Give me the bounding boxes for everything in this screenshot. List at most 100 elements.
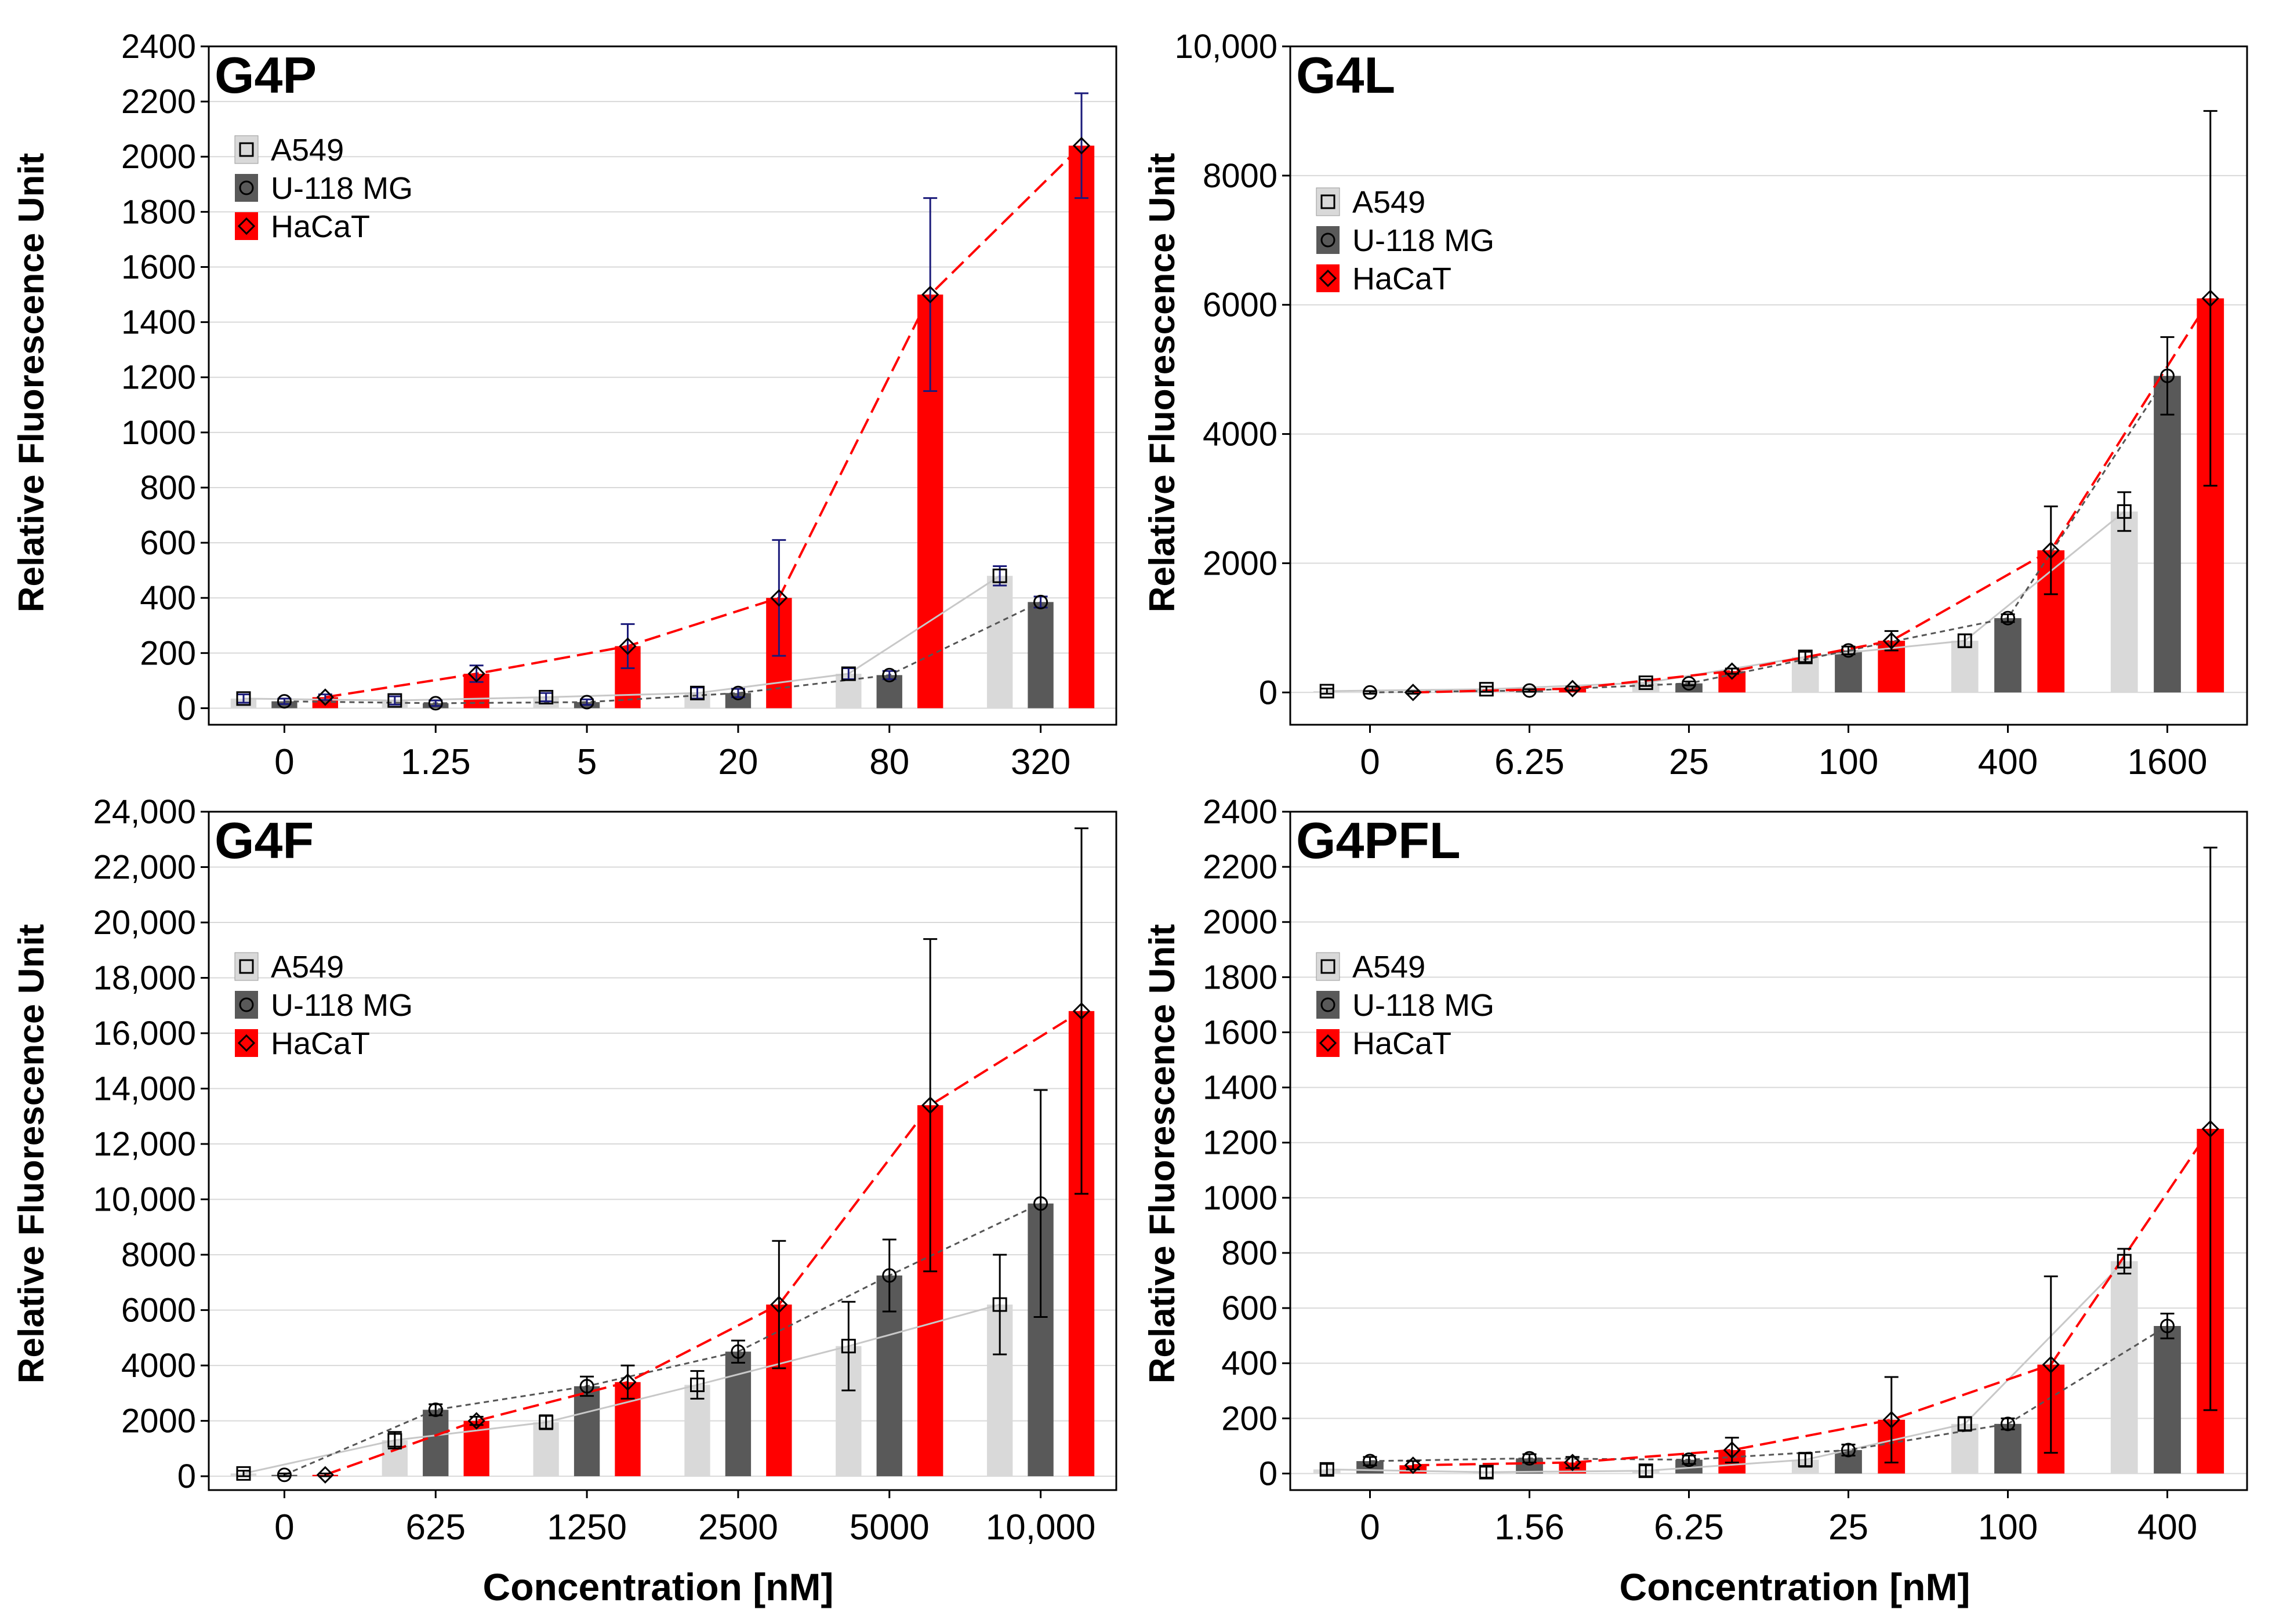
y-tick-label: 8000 (121, 1236, 196, 1274)
y-tick-label: 6000 (121, 1292, 196, 1329)
data-point-marker (2117, 1254, 2132, 1269)
y-tick-label: 8000 (1203, 157, 1277, 195)
bar-u-118-mg (1028, 602, 1054, 709)
data-point-marker (1319, 684, 1334, 699)
legend-label: A549 (1352, 185, 1425, 220)
y-tick-label: 2400 (1203, 793, 1277, 831)
series-line-u-118-mg (1370, 1325, 2168, 1462)
data-point-marker (1841, 1443, 1856, 1458)
data-point-marker (1882, 632, 1900, 650)
data-point-marker (2201, 1120, 2219, 1138)
y-tick-label: 2400 (121, 28, 196, 66)
data-point-marker (539, 689, 554, 704)
data-point-marker (2117, 504, 2132, 519)
y-tick-label: 1400 (1203, 1069, 1277, 1107)
y-tick-label: 1600 (121, 248, 196, 286)
data-point-marker (2042, 542, 2060, 560)
bar-u-118-mg (2154, 1326, 2181, 1474)
bar-a549 (2110, 511, 2138, 693)
data-point-marker (1033, 1196, 1048, 1211)
data-point-marker (387, 693, 402, 708)
data-point-marker (1682, 1452, 1696, 1467)
bar-u-118-mg (725, 1351, 752, 1477)
data-point-marker (992, 1297, 1007, 1312)
data-point-marker (579, 1379, 594, 1394)
x-tick-label: 6.25 (1494, 742, 1565, 782)
plot-frame (208, 811, 1117, 1491)
data-point-marker (236, 691, 251, 706)
legend-marker (1319, 1034, 1337, 1052)
data-point-marker (316, 1466, 334, 1484)
legend-marker (237, 1034, 256, 1052)
x-tick-label: 25 (1669, 742, 1709, 782)
y-tick-label: 18,000 (93, 960, 196, 997)
y-tick-label: 2200 (121, 83, 196, 121)
data-point-marker (619, 637, 637, 655)
bar-u-118-mg (1994, 618, 2021, 693)
bar-a549 (533, 1422, 559, 1477)
chart-title: G4F (215, 812, 314, 869)
data-point-marker (2042, 1356, 2060, 1374)
data-point-marker (882, 1268, 897, 1283)
data-point-marker (2001, 611, 2015, 626)
y-tick-label: 1200 (121, 359, 196, 397)
data-point-marker (619, 1373, 637, 1391)
x-tick-label: 320 (1011, 742, 1070, 782)
x-tick-label: 6.25 (1654, 1507, 1724, 1547)
data-point-marker (1319, 1462, 1334, 1477)
y-axis-label: Relative Fluorescence Unit (12, 153, 52, 613)
plot-frame (208, 45, 1117, 726)
y-tick-label: 1400 (121, 304, 196, 341)
data-point-marker (1798, 1452, 1813, 1467)
data-point-marker (1638, 675, 1653, 691)
y-tick-label: 200 (140, 634, 196, 672)
y-tick-label: 16,000 (93, 1015, 196, 1052)
series-line-hacat (1413, 297, 2212, 694)
data-point-marker (1522, 683, 1537, 698)
y-tick-label: 24,000 (93, 793, 196, 831)
chart-title: G4P (215, 46, 317, 104)
x-tick-label: 5 (577, 742, 597, 782)
legend-label: HaCaT (1352, 261, 1451, 296)
bar-u-118-mg (574, 1386, 600, 1477)
x-axis-label: Concentration [nM] (483, 1565, 834, 1608)
legend-label: A549 (271, 133, 344, 168)
y-tick-label: 0 (177, 689, 196, 727)
series-line-a549 (1327, 1260, 2125, 1473)
x-axis-label: Concentration [nM] (1620, 1565, 1970, 1608)
data-point-marker (921, 1096, 939, 1114)
data-point-marker (1563, 680, 1581, 697)
data-point-marker (2160, 368, 2175, 383)
data-point-marker (1404, 684, 1422, 702)
data-point-marker (428, 1403, 443, 1418)
data-point-marker (841, 666, 856, 681)
y-tick-label: 2000 (1203, 544, 1277, 582)
bar-a549 (684, 1385, 710, 1477)
data-point-marker (1882, 1411, 1900, 1429)
legend-swatch (235, 991, 258, 1019)
data-point-marker (731, 685, 746, 700)
data-point-marker (467, 664, 485, 683)
data-point-marker (1798, 649, 1813, 664)
data-point-marker (2001, 1416, 2015, 1432)
data-point-marker (1638, 1463, 1653, 1478)
x-tick-label: 1250 (547, 1507, 627, 1547)
y-axis-label: Relative Fluorescence Unit (1142, 924, 1182, 1384)
data-point-marker (1957, 1416, 1972, 1432)
chart-title: G4L (1296, 46, 1395, 104)
x-tick-label: 100 (1978, 1507, 2038, 1547)
data-point-marker (277, 694, 292, 709)
legend-marker (239, 142, 254, 157)
x-tick-label: 80 (869, 742, 909, 782)
data-point-marker (1522, 1451, 1537, 1466)
x-tick-label: 0 (274, 742, 294, 782)
legend-label: U-118 MG (271, 988, 413, 1023)
data-point-marker (731, 1344, 746, 1359)
x-tick-label: 5000 (850, 1507, 930, 1547)
legend-label: HaCaT (271, 209, 370, 244)
legend-marker (237, 217, 256, 235)
x-tick-label: 25 (1828, 1507, 1868, 1547)
series-line-hacat (325, 144, 1083, 699)
series-line-u-118-mg (1370, 375, 2168, 693)
data-point-marker (689, 1378, 705, 1393)
